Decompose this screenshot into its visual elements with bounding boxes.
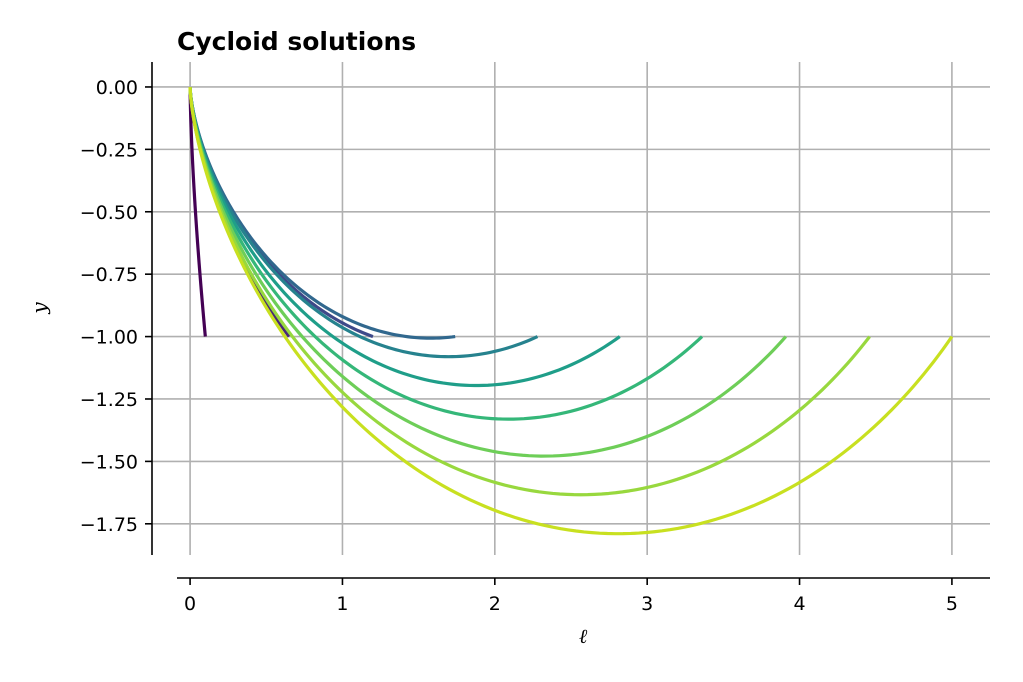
- series-layer: [188, 85, 954, 536]
- x-tick-label: 4: [793, 593, 805, 615]
- y-tick-label: −1.25: [80, 389, 138, 411]
- chart-title: Cycloid solutions: [177, 27, 416, 56]
- x-tick-label: 0: [184, 593, 196, 615]
- y-tick-label: 0.00: [96, 77, 138, 99]
- axes: 0.00 −0.25 −0.50 −0.75 −1.00 −1.25 −1.50 −1.75 0…: [80, 62, 990, 615]
- y-tick-label: −0.25: [80, 139, 138, 161]
- series-line-7: [188, 85, 704, 421]
- y-tick-label: −0.50: [80, 202, 138, 224]
- x-tick-label: 2: [489, 593, 501, 615]
- y-tick-label: −1.50: [80, 451, 138, 473]
- y-tick-label: −1.75: [80, 514, 138, 536]
- x-tick-label: 5: [946, 593, 958, 615]
- series-line-6: [188, 85, 621, 388]
- x-axis-label: ℓ: [579, 624, 588, 648]
- x-tick-label: 3: [641, 593, 653, 615]
- y-axis-label: y: [27, 302, 51, 315]
- x-tick-label: 1: [336, 593, 348, 615]
- series-line-5: [188, 85, 539, 359]
- series-line-10: [188, 85, 954, 536]
- y-tick-label: −0.75: [80, 264, 138, 286]
- y-tick-label: −1.00: [80, 327, 138, 349]
